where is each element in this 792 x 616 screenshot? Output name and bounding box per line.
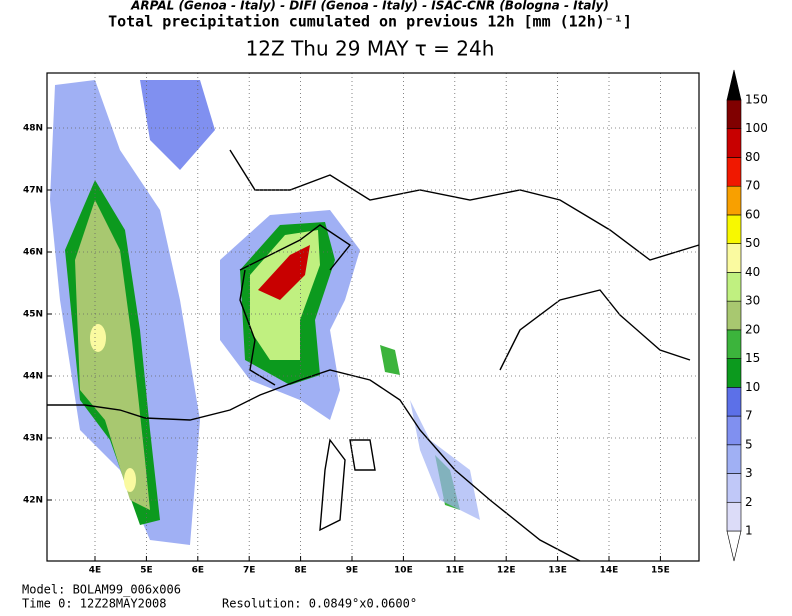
- colorbar-segment: [726, 473, 742, 503]
- map-frame: [46, 72, 700, 562]
- colorbar-label: 40: [745, 265, 760, 279]
- colorbar-label: 5: [745, 437, 753, 451]
- colorbar: 1 2 3 5 7 10 15 20 30 40 50 60 70 80 100 150: [726, 69, 768, 562]
- colorbar-label: 150: [745, 93, 768, 107]
- lon-label: 4E: [89, 566, 101, 576]
- colorbar-label: 70: [745, 179, 760, 193]
- colorbar-segment: [726, 387, 742, 417]
- subtitle: Total precipitation cumulated on previou…: [108, 13, 632, 31]
- colorbar-label: 60: [745, 207, 760, 221]
- lon-label: 15E: [651, 566, 670, 576]
- colorbar-label: 3: [745, 466, 753, 480]
- lat-label: 45N: [23, 310, 43, 320]
- colorbar-label: 50: [745, 236, 760, 250]
- lon-label: 13E: [548, 566, 567, 576]
- precipitation: [50, 80, 480, 545]
- colorbar-label: 1: [745, 524, 753, 538]
- colorbar-label: 15: [745, 351, 760, 365]
- lon-label: 10E: [394, 566, 413, 576]
- colorbar-segment: [726, 501, 742, 532]
- credits: ARPAL (Genoa - Italy) - DIFI (Genoa - It…: [130, 0, 609, 13]
- colorbar-segment: [726, 300, 742, 331]
- lat-label: 42N: [23, 496, 43, 506]
- colorbar-label: 2: [745, 495, 753, 509]
- colorbar-label: 100: [745, 121, 768, 135]
- colorbar-segment: [726, 358, 742, 388]
- model: Model: BOLAM99_006x006: [22, 583, 181, 597]
- colorbar-segment: [726, 444, 742, 474]
- colorbar-over: [726, 69, 742, 101]
- colorbar-segment: [726, 185, 742, 216]
- lon-label: 6E: [192, 566, 204, 576]
- map: [46, 72, 700, 562]
- lon-label: 8E: [294, 566, 306, 576]
- colorbar-segment: [726, 99, 742, 130]
- colorbar-segment: [726, 243, 742, 273]
- colorbar-label: 30: [745, 294, 760, 308]
- lat-label: 43N: [23, 434, 43, 444]
- lon-label: 12E: [497, 566, 516, 576]
- time: Time 0: 12Z28MAY2008: [22, 597, 167, 611]
- title: 12Z Thu 29 MAY τ = 24h: [246, 37, 495, 61]
- lat-label: 47N: [23, 186, 43, 196]
- lon-label: 11E: [445, 566, 464, 576]
- graticule: [47, 73, 699, 561]
- colorbar-segment: [726, 272, 742, 302]
- colorbar-label: 7: [745, 409, 753, 423]
- resolution: Resolution: 0.0849°x0.0600°: [222, 597, 417, 611]
- colorbar-segment: [726, 415, 742, 446]
- lat-label: 44N: [23, 372, 43, 382]
- colorbar-segment: [726, 128, 742, 158]
- lon-label: 7E: [243, 566, 255, 576]
- colorbar-segment: [726, 329, 742, 359]
- colorbar-label: 10: [745, 380, 760, 394]
- lon-label: 14E: [600, 566, 619, 576]
- lat-label: 46N: [23, 248, 43, 258]
- coastlines: [47, 149, 700, 562]
- colorbar-segment: [726, 214, 742, 244]
- colorbar-label: 20: [745, 322, 760, 336]
- lon-label: 5E: [140, 566, 152, 576]
- lon-label: 9E: [346, 566, 358, 576]
- colorbar-segment: [726, 157, 742, 187]
- colorbar-under: [726, 530, 742, 562]
- lat-label: 48N: [23, 124, 43, 134]
- colorbar-label: 80: [745, 150, 760, 164]
